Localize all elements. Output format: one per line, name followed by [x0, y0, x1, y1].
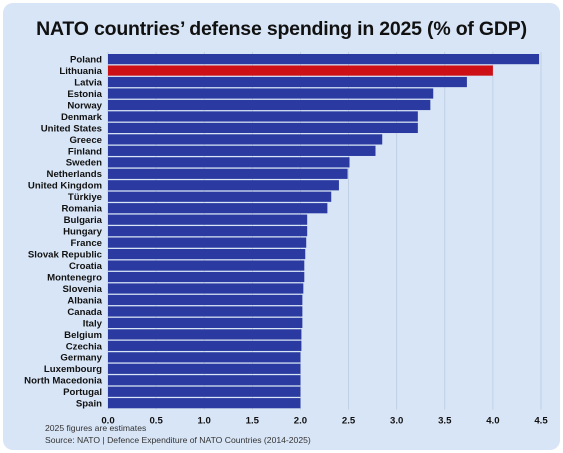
bar-sweden: [108, 157, 350, 168]
bar-slovak-republic: [108, 248, 306, 260]
x-tick-label: 2.5: [342, 416, 356, 427]
bar-north-macedonia: [108, 375, 301, 386]
estimate-note: 2025 figures are estimates: [45, 423, 147, 433]
category-label: Croatia: [69, 261, 103, 272]
bar-poland: [108, 54, 540, 65]
bar-portugal: [108, 386, 301, 397]
bar-montenegro: [108, 271, 305, 283]
bar-italy: [108, 317, 303, 329]
category-label: Romania: [61, 204, 102, 215]
category-label: Netherlands: [47, 169, 102, 180]
bar-denmark: [108, 111, 418, 122]
bar-bulgaria: [108, 214, 308, 225]
x-tick-label: 0.0: [101, 416, 114, 427]
x-tick-label: 2.0: [294, 416, 307, 427]
bar-albania: [108, 294, 303, 306]
x-axis-ticks: 0.0 0.5 1.0 1.5 2.0 2.5 3.0 3.5 4.0 4.5: [101, 416, 548, 427]
category-label: Slovak Republic: [28, 249, 103, 260]
category-label: Estonia: [67, 89, 102, 100]
x-tick-label: 0.5: [149, 416, 163, 427]
bar-spain: [108, 398, 301, 409]
category-label: Norway: [67, 100, 102, 111]
category-label: Denmark: [61, 112, 103, 123]
category-label: Hungary: [63, 227, 103, 238]
category-label: Montenegro: [47, 272, 102, 283]
category-label: Bulgaria: [64, 215, 103, 226]
bar-netherlands: [108, 168, 348, 179]
bar-norway: [108, 99, 431, 111]
category-label: Greece: [69, 135, 102, 146]
bar-united-states: [108, 122, 418, 134]
bar-estonia: [108, 88, 434, 99]
category-label: Germany: [60, 353, 102, 364]
bar-czechia: [108, 340, 302, 351]
x-tick-label: 4.0: [486, 416, 499, 427]
x-tick-label: 4.5: [534, 416, 548, 427]
x-tick-label: 1.0: [198, 416, 211, 427]
category-label: Portugal: [63, 387, 102, 398]
x-tick-label: 1.5: [246, 416, 260, 427]
bar-croatia: [108, 260, 305, 271]
category-label: Finland: [68, 146, 102, 157]
x-tick-label: 3.0: [390, 416, 403, 427]
category-label: Spain: [76, 399, 102, 410]
bars: [108, 54, 540, 409]
chart-title: NATO countries’ defense spending in 2025…: [36, 18, 527, 40]
category-label: Luxembourg: [44, 364, 102, 375]
bar-germany: [108, 352, 301, 363]
category-label: Latvia: [74, 77, 102, 88]
category-label: Belgium: [64, 330, 102, 341]
bar-luxembourg: [108, 363, 301, 374]
category-label: Slovenia: [63, 284, 103, 295]
bar-finland: [108, 145, 376, 156]
category-label: United States: [41, 123, 102, 134]
category-label: North Macedonia: [24, 376, 102, 387]
category-label: Canada: [67, 307, 102, 318]
category-label: Italy: [83, 318, 103, 329]
category-label: Albania: [67, 295, 102, 306]
category-label: Türkiye: [68, 192, 102, 203]
source-note: Source: NATO | Defence Expenditure of NA…: [45, 435, 311, 445]
category-label: United Kingdom: [28, 181, 102, 192]
bar-latvia: [108, 76, 467, 88]
category-label: Poland: [70, 55, 102, 66]
category-labels: PolandLithuaniaLatviaEstoniaNorwayDenmar…: [24, 55, 102, 410]
bar-united-kingdom: [108, 180, 339, 191]
category-label: Lithuania: [59, 66, 102, 77]
bar-hungary: [108, 226, 308, 237]
x-tick-label: 3.5: [438, 416, 452, 427]
category-label: Czechia: [66, 341, 103, 352]
bar-canada: [108, 306, 303, 317]
category-label: France: [71, 238, 102, 249]
bar-lithuania: [108, 65, 493, 76]
category-label: Sweden: [66, 158, 102, 169]
bar-belgium: [108, 329, 302, 340]
bar-slovenia: [108, 283, 304, 294]
bar-turkiye: [108, 191, 332, 202]
bar-romania: [108, 203, 328, 214]
bar-greece: [108, 134, 383, 145]
bar-france: [108, 237, 307, 248]
